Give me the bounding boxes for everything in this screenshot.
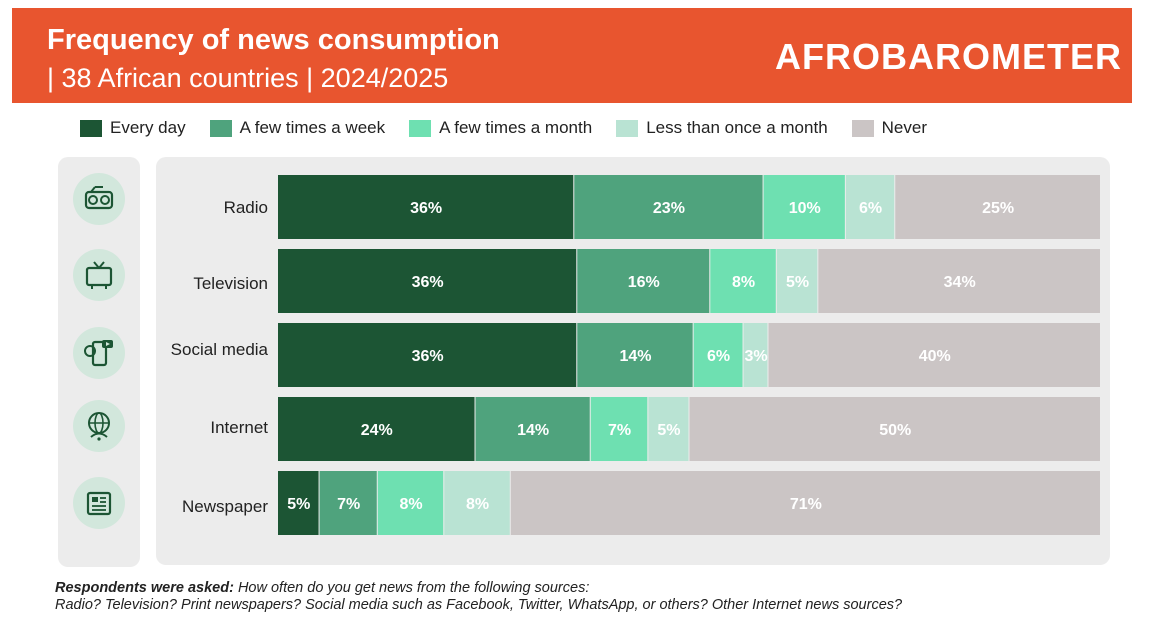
footnote-question: How often do you get news from the follo…: [237, 580, 590, 596]
brand-logo: AFROBAROMETER: [775, 36, 1122, 77]
footnote-label: Respondents were asked:: [55, 580, 234, 596]
data-label: 10%: [789, 200, 821, 217]
category-label: Social media: [171, 340, 269, 359]
bar-segment: [768, 323, 1100, 387]
data-label: 23%: [653, 200, 685, 217]
data-label: 8%: [399, 496, 422, 513]
bar-segment: [574, 175, 763, 239]
legend-swatch: [409, 119, 432, 137]
legend-swatch: [851, 119, 874, 137]
data-label: 5%: [657, 422, 680, 439]
legend-label: Every day: [110, 118, 186, 137]
legend-item-every-day: Every day: [80, 118, 186, 138]
category-label: Internet: [210, 418, 268, 437]
bar-segment: [693, 323, 743, 387]
bar-segment: [895, 175, 1100, 239]
bar-segment: [577, 249, 710, 313]
bar-segment: [763, 175, 845, 239]
category-label: Television: [193, 274, 268, 293]
legend-label: Less than once a month: [646, 118, 828, 137]
data-label: 50%: [879, 422, 911, 439]
legend-label: A few times a week: [239, 118, 386, 137]
legend-swatch: [616, 119, 639, 137]
legend-swatch: [80, 119, 102, 137]
bar-segment: [648, 397, 689, 461]
data-label: 14%: [619, 348, 651, 365]
category-label: Radio: [224, 198, 268, 217]
bar-segment: [776, 249, 818, 313]
data-label: 6%: [707, 348, 730, 365]
data-label: 36%: [412, 274, 444, 291]
data-label: 71%: [790, 496, 822, 513]
bar-segment: [475, 397, 590, 461]
bar-segment: [845, 175, 895, 239]
data-label: 6%: [859, 200, 882, 217]
bar-segment: [278, 249, 577, 313]
data-label: 36%: [412, 348, 444, 365]
chart-subtitle: | 38 African countries | 2024/2025: [47, 63, 449, 93]
stacked-bar-chart: Radio 36% 23% 10% 6% 25% Television 36% 16% 8% 5% 3…: [171, 175, 1100, 535]
data-label: 8%: [466, 496, 489, 513]
bar-segment: [818, 249, 1100, 313]
radio-icon: [73, 173, 125, 225]
data-label: 36%: [410, 200, 442, 217]
bar-segment: [278, 471, 319, 535]
legend-item-never: Never: [851, 118, 928, 138]
chart-title: Frequency of news consumption: [47, 24, 500, 56]
data-label: 14%: [517, 422, 549, 439]
data-label: 7%: [337, 496, 360, 513]
bar-segment: [278, 175, 574, 239]
footnote-sources: Radio? Television? Print newspapers? Soc…: [55, 597, 903, 613]
data-label: 5%: [786, 274, 809, 291]
bar-segment: [689, 397, 1100, 461]
bar-segment: [510, 471, 1100, 535]
legend-label: A few times a month: [439, 118, 593, 137]
internet-icon: [73, 400, 125, 452]
legend-item-few-month: A few times a month: [409, 118, 592, 138]
data-label: 24%: [361, 422, 393, 439]
bar-segment: [444, 471, 510, 535]
bar-segment: [319, 471, 377, 535]
bar-segment: [743, 323, 768, 387]
newspaper-icon: [73, 477, 125, 529]
data-label: 25%: [982, 200, 1014, 217]
bar-segment: [710, 249, 776, 313]
data-label: 5%: [287, 496, 310, 513]
bar-segment: [577, 323, 693, 387]
data-label: 34%: [944, 274, 976, 291]
legend-swatch: [209, 119, 232, 137]
legend-label: Never: [881, 118, 928, 137]
legend-item-few-week: A few times a week: [209, 118, 386, 138]
data-label: 16%: [628, 274, 660, 291]
social-media-icon: [73, 327, 125, 379]
data-label: 40%: [919, 348, 951, 365]
footnote: Respondents were asked: How often do you…: [55, 580, 1135, 614]
bar-segment: [377, 471, 444, 535]
legend-item-less-month: Less than once a month: [616, 118, 828, 138]
icon-panel: [58, 157, 140, 567]
bar-segment: [590, 397, 648, 461]
data-label: 3%: [744, 348, 767, 365]
television-icon: [73, 249, 125, 301]
data-label: 7%: [608, 422, 631, 439]
header-banner: Frequency of news consumption | 38 Afric…: [12, 8, 1132, 103]
bar-segment: [278, 397, 475, 461]
bar-segment: [278, 323, 577, 387]
legend: Every day A few times a week A few times…: [80, 116, 951, 140]
chart-panel: Radio 36% 23% 10% 6% 25% Television 36% 16% 8% 5% 3…: [156, 157, 1110, 565]
data-label: 8%: [732, 274, 755, 291]
category-label: Newspaper: [182, 497, 268, 516]
